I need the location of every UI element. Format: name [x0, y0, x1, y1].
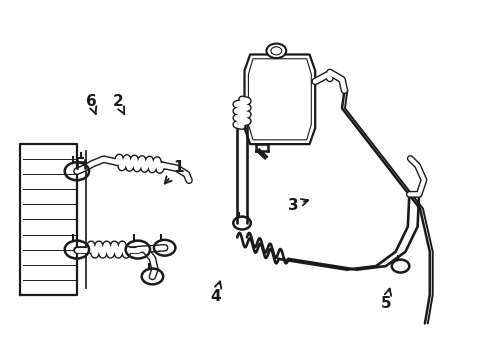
Text: 4: 4 [209, 282, 221, 304]
Circle shape [270, 47, 281, 55]
Text: 2: 2 [112, 94, 124, 114]
Text: 6: 6 [85, 94, 96, 114]
Text: 1: 1 [164, 160, 183, 184]
Text: 3: 3 [287, 198, 307, 213]
Text: 5: 5 [380, 289, 390, 311]
Circle shape [266, 44, 285, 58]
